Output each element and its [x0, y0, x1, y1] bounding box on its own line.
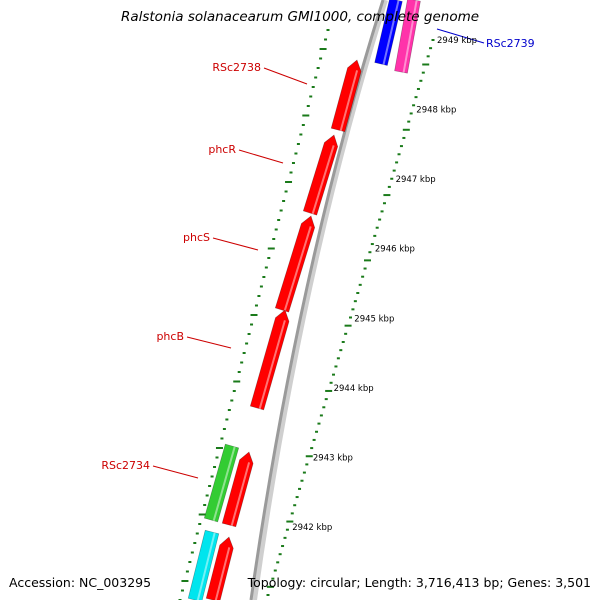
gene-arrow-phcR-highlight — [311, 145, 335, 215]
gene-label-leader — [152, 465, 199, 479]
scale-label: 2947 kbp — [396, 175, 436, 185]
gene-arrow-phcS-highlight — [283, 226, 312, 312]
gene-arrow-RSc2738-highlight — [339, 70, 359, 131]
gene-arrow-phcS[interactable] — [274, 215, 316, 313]
gene-arrow-lower-1-highlight — [230, 462, 251, 526]
scale-label: 2949 kbp — [437, 36, 477, 46]
backbone-line — [249, 0, 385, 600]
gene-label[interactable]: RSc2734 — [101, 459, 150, 472]
scale-labels: 2942 kbp 2943 kbp 2944 kbp 2945 kbp 2946 kbp… — [292, 36, 477, 533]
gene-arrow-pink-highlight — [402, 0, 418, 73]
feature-green-highlight — [212, 446, 236, 522]
scale-label: 2942 kbp — [292, 523, 332, 533]
gene-arrow-lower-2[interactable] — [205, 536, 234, 600]
feature-cyan-highlight — [196, 532, 216, 600]
gene-arrow-lower-1[interactable] — [221, 451, 254, 528]
scale-label: 2948 kbp — [416, 106, 456, 116]
backbone-shadow — [251, 0, 388, 600]
scale-label: 2943 kbp — [313, 453, 353, 463]
scale-label: 2945 kbp — [354, 314, 394, 324]
gene-labels: RSc2738 phcR phcS phcB RSc2734 RSc2739 — [101, 28, 535, 479]
feature-green[interactable] — [203, 443, 240, 523]
gene-arrow-phcB[interactable] — [249, 309, 290, 411]
gene-label-leader — [263, 67, 308, 85]
gene-arrow-blue-highlight — [382, 0, 400, 65]
feature-track — [187, 0, 421, 600]
gene-label[interactable]: phcR — [208, 143, 236, 156]
gene-arrow-phcB-highlight — [258, 320, 286, 410]
gene-arrow-blue[interactable] — [374, 0, 403, 66]
tick-marks — [178, 29, 435, 600]
feature-cyan[interactable] — [187, 529, 220, 600]
gene-arrow-phcR[interactable] — [302, 134, 339, 216]
scale-label: 2944 kbp — [334, 384, 374, 394]
gene-label-leader — [212, 237, 259, 251]
gene-label[interactable]: phcB — [156, 330, 184, 343]
gene-label-leader — [238, 149, 284, 164]
genome-backbone — [249, 0, 388, 600]
gene-label[interactable]: phcS — [183, 231, 210, 244]
gene-arrow-RSc2738[interactable] — [330, 59, 362, 133]
gene-label[interactable]: RSc2739 — [486, 37, 535, 50]
gene-arrow-lower-2-highlight — [214, 547, 231, 600]
genome-summary: Topology: circular; Length: 3,716,413 bp… — [247, 575, 591, 590]
gene-arrow-pink[interactable] — [394, 0, 421, 74]
gene-label-leader — [436, 28, 485, 44]
map-title: Ralstonia solanacearum GMI1000, complete… — [120, 9, 480, 25]
accession-label: Accession: NC_003295 — [9, 575, 152, 590]
gene-label-leader — [186, 336, 232, 349]
gene-label[interactable]: RSc2738 — [212, 61, 261, 74]
scale-label: 2946 kbp — [375, 245, 415, 255]
